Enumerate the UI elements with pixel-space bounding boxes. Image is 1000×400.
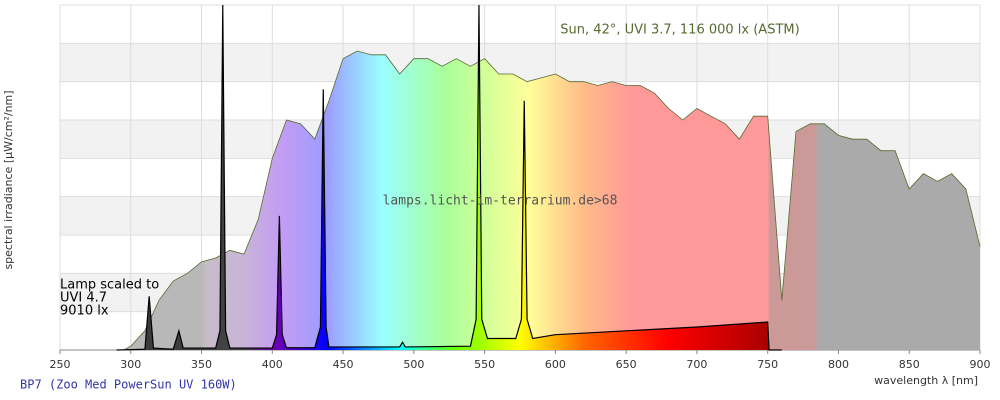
x-tick-label: 900 [970,358,991,371]
y-axis-label: spectral irradiance [µW/cm²/nm] [2,90,15,269]
x-tick-label: 750 [757,358,778,371]
x-tick-label: 500 [403,358,424,371]
spectrum-line [116,4,782,351]
chart-title: BP7 (Zoo Med PowerSun UV 160W) [20,378,237,392]
watermark: lamps.licht-im-terrarium.de>68 [383,194,618,209]
x-tick-label: 800 [828,358,849,371]
x-tick-label: 850 [899,358,920,371]
x-tick-label: 450 [333,358,354,371]
x-axis-label: wavelength λ [nm] [874,374,978,387]
x-tick-label: 700 [686,358,707,371]
x-tick-label: 600 [545,358,566,371]
grid-band [60,43,980,82]
x-tick-label: 400 [262,358,283,371]
area-fill [123,51,980,350]
lamp-label: UVI 4.7 [60,291,107,306]
series-label: Sun, 42°, UVI 3.7, 116 000 lx (ASTM) [560,23,799,38]
spectrum-line [123,50,981,351]
lamp-label: 9010 lx [60,304,109,319]
lamp-label: Lamp scaled to [60,278,159,293]
x-tick-label: 300 [120,358,141,371]
x-tick-label: 650 [616,358,637,371]
x-tick-label: 550 [474,358,495,371]
x-tick-label: 250 [50,358,71,371]
x-tick-label: 350 [191,358,212,371]
